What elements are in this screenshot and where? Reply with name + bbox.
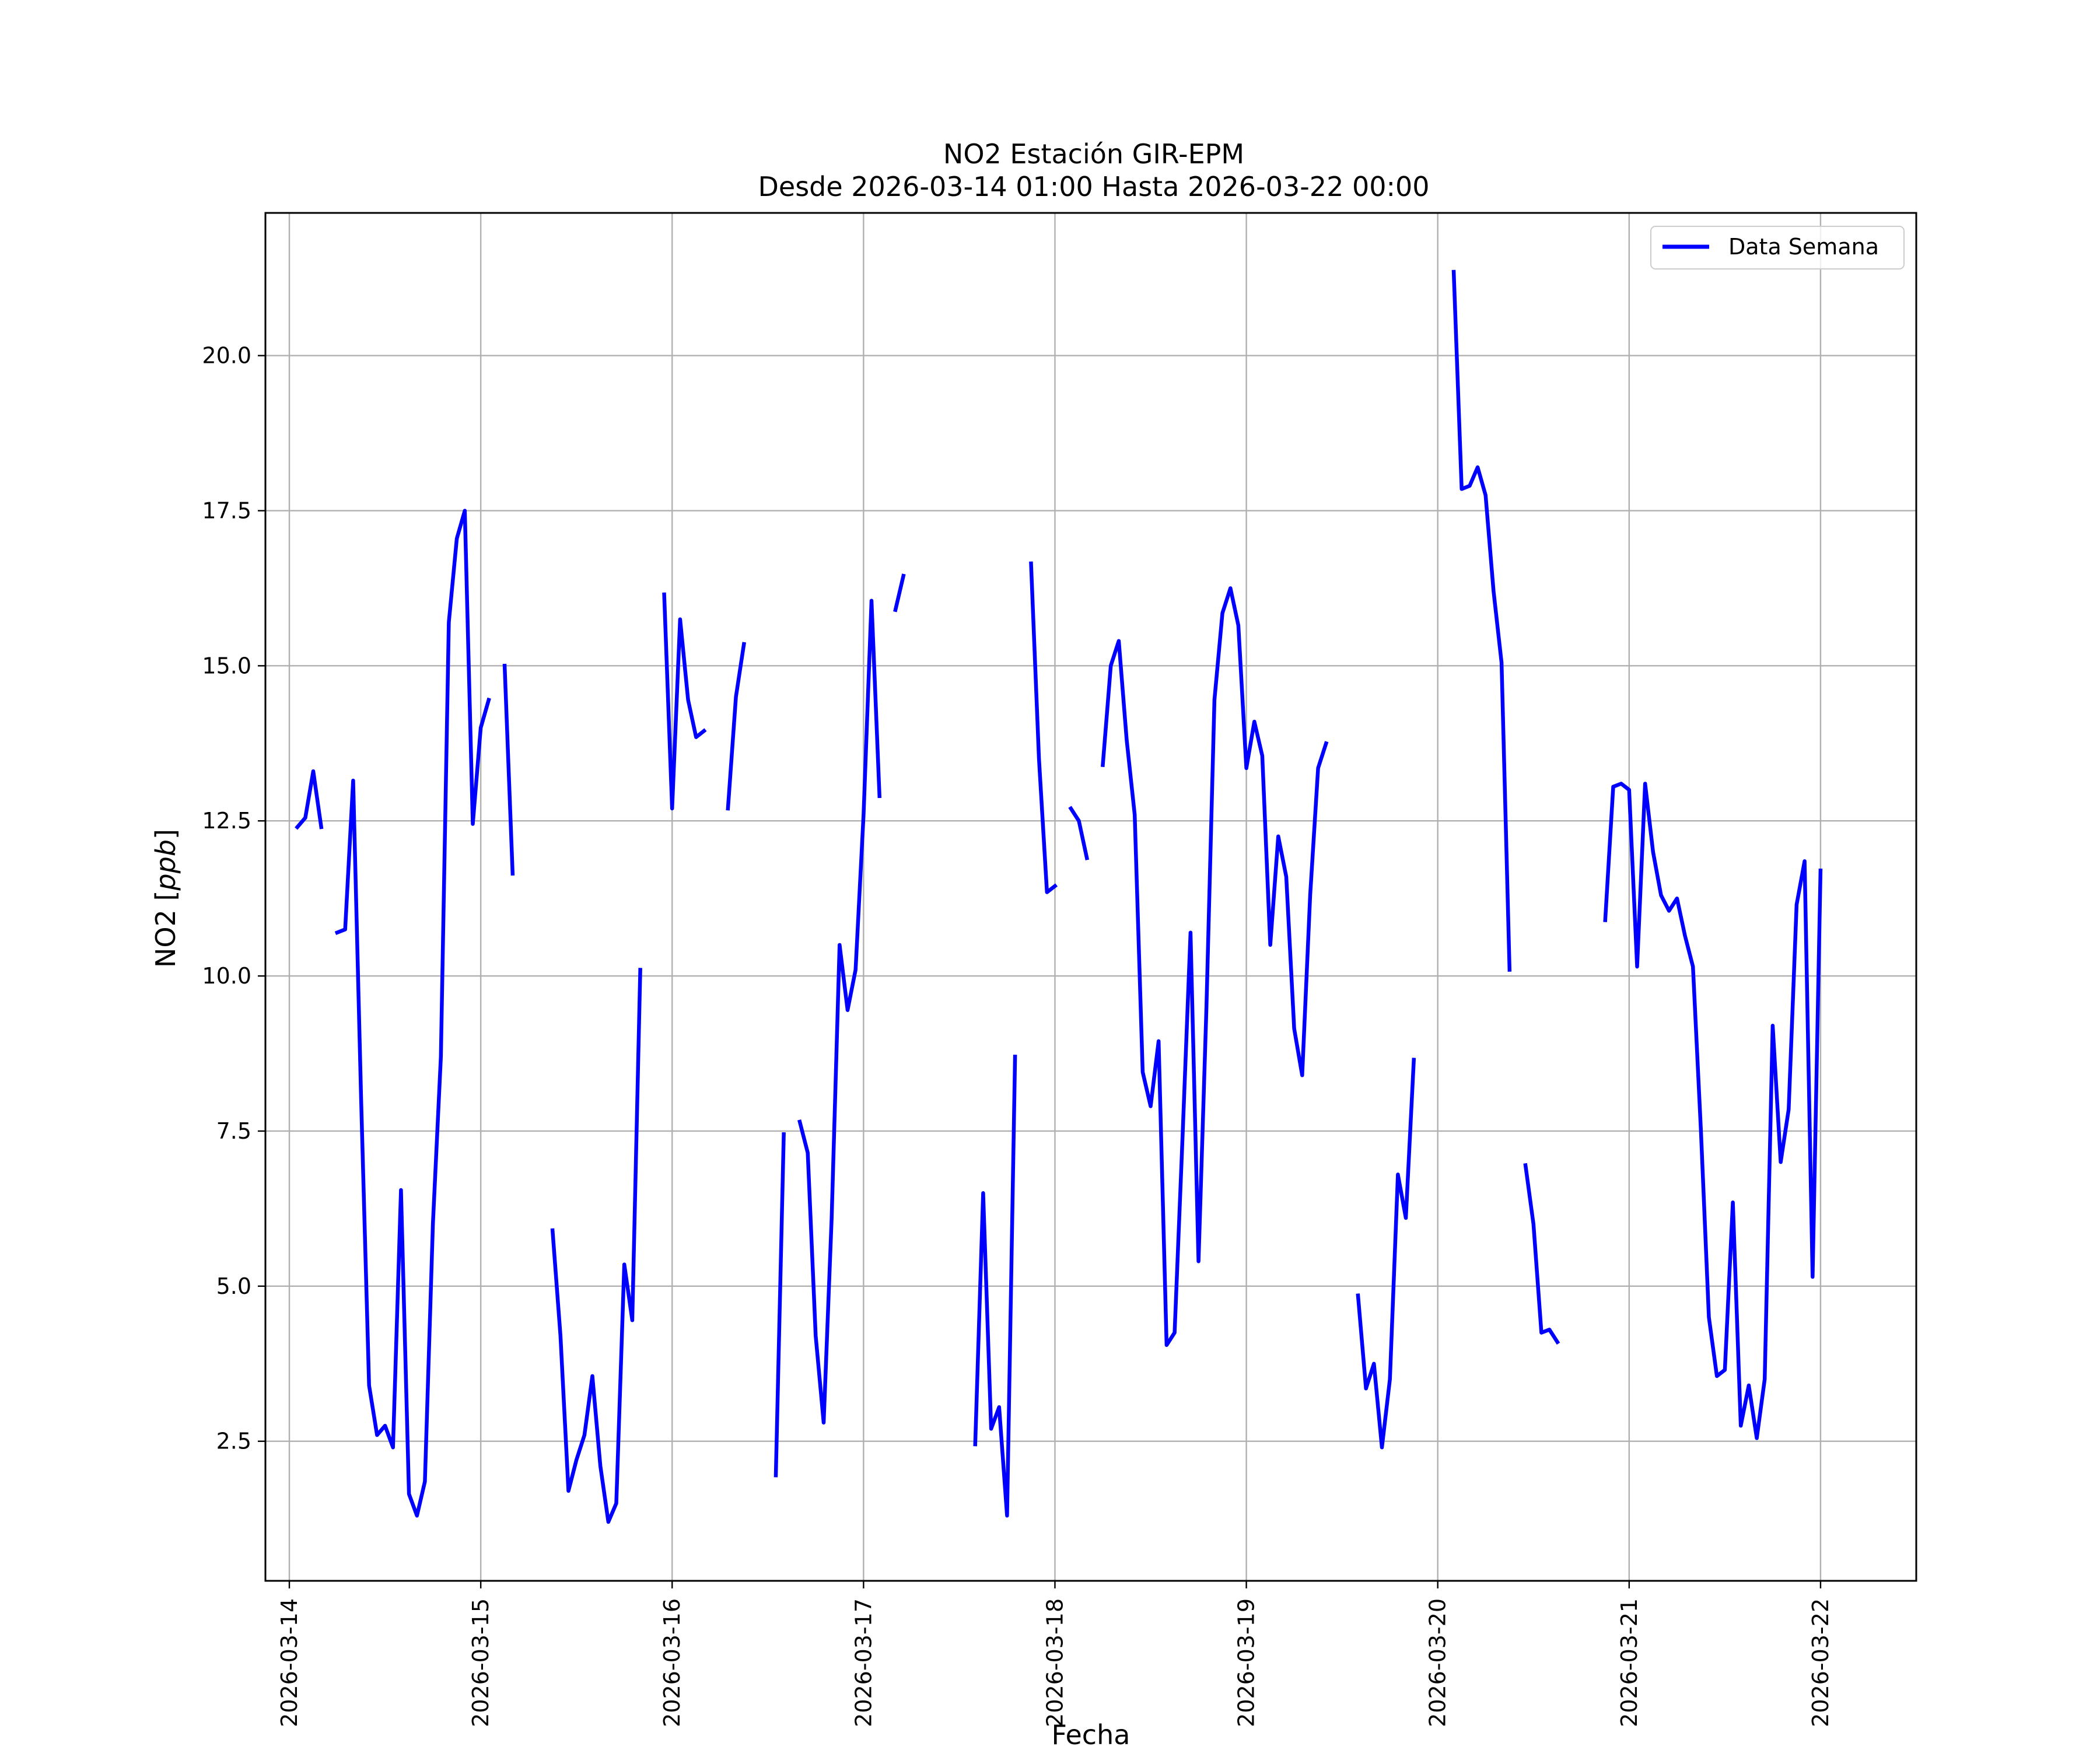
y-tick-label: 15.0 (202, 653, 251, 678)
x-axis-ticks: 2026-03-14 2026-03-15 2026-03-16 2026-03-17… (276, 1581, 1833, 1727)
series-line-segment (550, 968, 642, 1524)
x-tick-label: 2026-03-14 (276, 1598, 302, 1727)
legend-label-data-semana: Data Semana (1728, 234, 1879, 260)
series-line-segment (973, 1054, 1017, 1518)
series-line-segment (1100, 586, 1329, 1348)
series-line-segment (774, 1132, 786, 1478)
x-axis-label: Fecha (1052, 1719, 1130, 1750)
y-axis-label-close: ] (150, 829, 181, 839)
y-axis-ticks: 2.5 5.0 7.5 10.0 12.5 15.0 17.5 20.0 (202, 343, 265, 1454)
series-line-segment (893, 573, 906, 612)
y-tick-label: 2.5 (216, 1429, 251, 1454)
series-line-segment (1356, 1058, 1416, 1450)
series-line-segment (662, 592, 707, 811)
series-line-segment (502, 663, 515, 876)
series-line-segment (1603, 782, 1823, 1440)
y-tick-label: 5.0 (216, 1273, 251, 1299)
legend: Data Semana (1650, 226, 1905, 270)
plot-area-frame (264, 212, 1917, 1582)
x-tick-label: 2026-03-18 (1042, 1598, 1068, 1727)
x-tick-label: 2026-03-16 (659, 1598, 685, 1727)
grid (265, 213, 1916, 1581)
series-line-segment (1068, 806, 1090, 860)
legend-box (1650, 226, 1905, 270)
y-axis-label-unit: ppb (150, 839, 181, 891)
series-line-segment (1029, 561, 1058, 894)
x-tick-label: 2026-03-22 (1808, 1598, 1833, 1727)
x-tick-label: 2026-03-15 (468, 1598, 494, 1727)
chart-subtitle: Desde 2026-03-14 01:00 Hasta 2026-03-22 … (758, 171, 1429, 202)
data-series-data-semana (295, 270, 1823, 1524)
x-tick-label: 2026-03-20 (1425, 1598, 1451, 1727)
series-line-segment (726, 642, 747, 811)
y-tick-label: 12.5 (202, 808, 251, 834)
y-axis-label: NO2 [ppb] (150, 829, 181, 968)
x-tick-label: 2026-03-21 (1616, 1598, 1642, 1727)
y-tick-label: 10.0 (202, 963, 251, 989)
chart-title: NO2 Estación GIR-EPM (943, 138, 1244, 170)
series-line-segment (1523, 1163, 1560, 1345)
y-axis-label-main: NO2 [ (150, 891, 181, 968)
y-tick-label: 17.5 (202, 498, 251, 523)
y-tick-label: 20.0 (202, 343, 251, 369)
y-tick-label: 7.5 (216, 1118, 251, 1144)
series-line-segment (1451, 270, 1512, 972)
x-tick-label: 2026-03-19 (1234, 1598, 1259, 1727)
x-tick-label: 2026-03-17 (850, 1598, 876, 1727)
series-line-segment (295, 769, 324, 830)
series-line-segment (334, 509, 491, 1518)
series-line-segment (797, 598, 882, 1425)
